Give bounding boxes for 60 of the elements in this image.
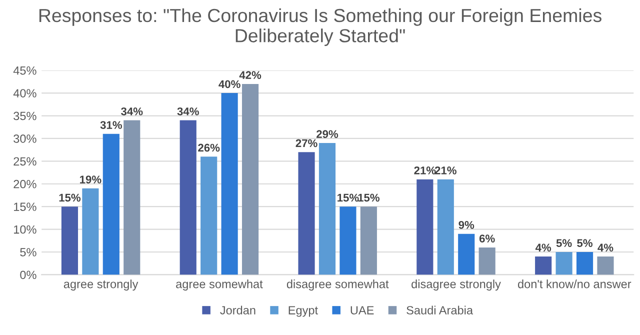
y-tick-label: 10%	[14, 225, 36, 234]
x-tick-label: disagree somewhat	[286, 280, 389, 291]
x-tick-label: agree strongly	[64, 280, 138, 291]
data-label: 42%	[239, 71, 262, 79]
data-label: 40%	[218, 80, 240, 88]
bar	[61, 206, 78, 275]
data-label: 27%	[296, 139, 318, 148]
legend-label: Jordan	[220, 306, 256, 314]
y-tick-label: 25%	[14, 157, 36, 166]
data-label: 9%	[458, 220, 474, 229]
bar	[102, 134, 120, 275]
data-label: 5%	[556, 239, 572, 248]
data-label: 19%	[80, 176, 102, 184]
data-label: 15%	[338, 194, 359, 202]
data-label: 4%	[535, 244, 552, 252]
data-label: 4%	[598, 244, 614, 252]
bar	[597, 256, 614, 275]
bar	[82, 188, 99, 275]
legend-label: Saudi Arabia	[406, 306, 474, 314]
bar	[416, 179, 434, 275]
y-tick-label: 45%	[13, 66, 36, 75]
data-label: 21%	[434, 166, 456, 174]
bar	[360, 206, 377, 275]
y-tick-label: 40%	[13, 89, 36, 98]
bar	[124, 120, 140, 275]
bar	[437, 179, 454, 275]
legend-label: UAE	[350, 306, 374, 314]
bar	[242, 84, 259, 275]
bar	[298, 152, 315, 275]
bar	[200, 156, 218, 275]
bar	[180, 120, 196, 275]
bar	[458, 234, 475, 275]
data-label: 21%	[414, 166, 436, 174]
x-tick-label: agree somewhat	[176, 280, 263, 291]
data-label: 26%	[198, 144, 220, 152]
x-tick-label: don't know/no answer	[518, 280, 632, 288]
y-tick-label: 20%	[14, 180, 36, 188]
data-label: 34%	[177, 107, 199, 116]
data-label: 31%	[100, 121, 122, 129]
legend-label: Egypt	[288, 306, 318, 317]
y-tick-label: 0%	[20, 270, 36, 280]
y-tick-label: 35%	[14, 112, 36, 120]
bar	[478, 247, 496, 275]
data-label: 6%	[479, 234, 495, 242]
bar	[221, 93, 238, 275]
y-tick-label: 5%	[20, 248, 36, 256]
data-label: 5%	[577, 239, 592, 248]
x-tick-label: disagree strongly	[412, 280, 501, 291]
bar	[556, 252, 572, 275]
data-label: 15%	[59, 194, 81, 202]
bar	[535, 256, 552, 275]
bar	[576, 252, 594, 275]
y-tick-label: 30%	[14, 134, 36, 143]
bar	[318, 143, 336, 275]
data-label: 34%	[121, 107, 143, 116]
data-label: 15%	[358, 194, 380, 202]
bar	[340, 206, 356, 275]
y-tick-label: 15%	[14, 202, 36, 211]
chart-title: Responses to: "The Coronavirus Is Something our Foreign Enemies Deliberately Started"	[39, 8, 602, 46]
data-label: 29%	[316, 130, 338, 138]
